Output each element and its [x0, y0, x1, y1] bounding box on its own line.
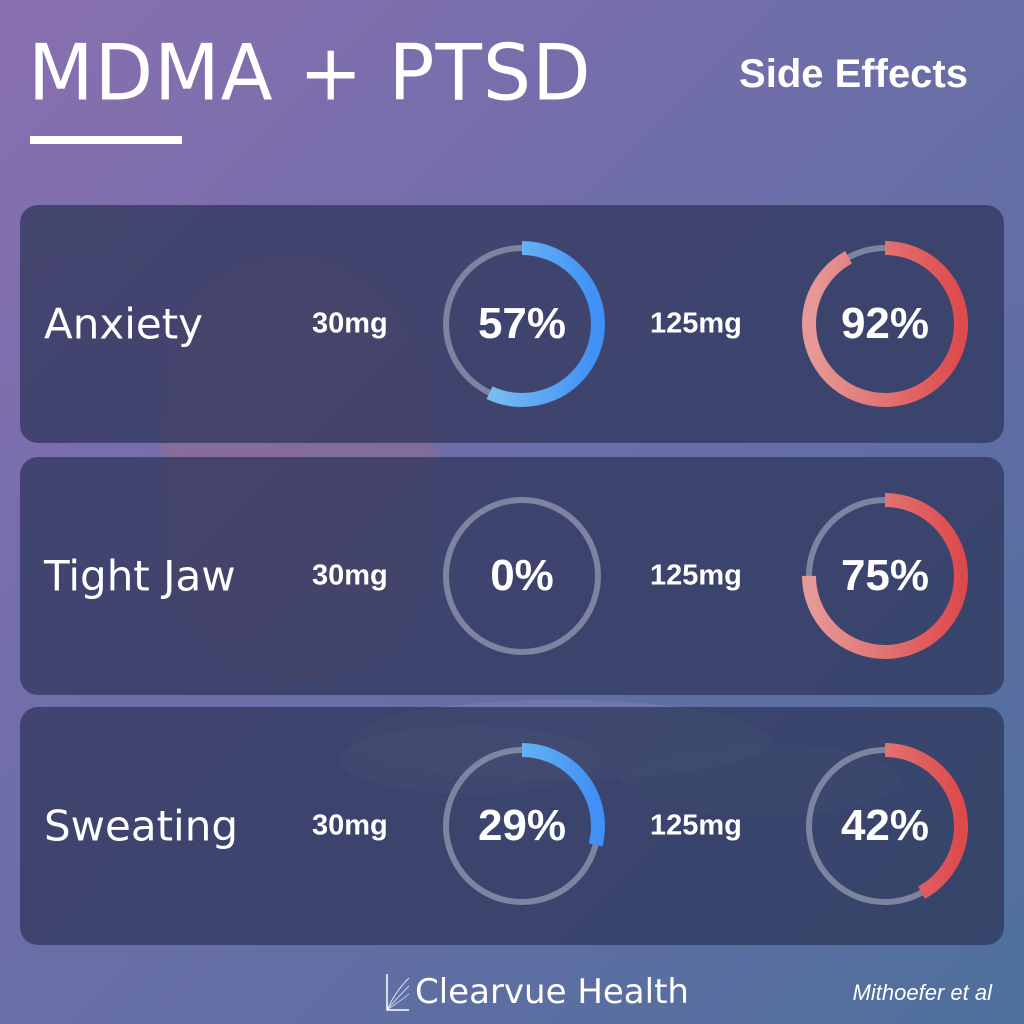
donut-svg: [802, 743, 968, 909]
clearvue-logo-icon: [386, 974, 410, 1011]
donut-svg: [802, 493, 968, 659]
side-effect-label: Anxiety: [44, 299, 204, 349]
donut-low-dose-sweating: 29%: [432, 736, 612, 916]
citation: Mithoefer et al: [852, 980, 992, 1005]
donut-svg: [443, 497, 601, 655]
donut-arc-57: [439, 241, 605, 407]
panel-sweating: Sweating 30mg 29% 125mg 42%: [20, 707, 1004, 945]
donut-svg: [802, 241, 968, 407]
dose-label-high: 125mg: [650, 559, 742, 592]
donut-arc-92: [802, 241, 968, 407]
donut-svg: [439, 743, 605, 909]
donut-high-dose-anxiety: 92%: [795, 234, 975, 414]
page-title: MDMA + PTSD: [28, 27, 592, 118]
panel-anxiety: Anxiety 30mg 57% 125mg 92%: [20, 205, 1004, 443]
donut-value-label: 75%: [840, 551, 930, 600]
donut-svg: [439, 241, 605, 407]
side-effect-label: Tight Jaw: [44, 551, 236, 601]
donut-high-dose-tight-jaw: 75%: [795, 486, 975, 666]
donut-track: [443, 497, 601, 655]
donut-value-label: 0%: [490, 551, 554, 600]
title-underline: [30, 136, 182, 144]
donut-value-label: 92%: [840, 299, 930, 348]
dose-label-low: 30mg: [312, 809, 388, 842]
donut-arc-42: [802, 743, 968, 909]
donut-high-dose-sweating: 42%: [795, 736, 975, 916]
donut-arc-75: [802, 493, 968, 659]
donut-value-label: 42%: [840, 801, 930, 850]
page-subtitle: Side Effects: [739, 52, 968, 96]
donut-low-dose-anxiety: 57%: [432, 234, 612, 414]
side-effect-label: Sweating: [44, 801, 239, 851]
donut-arc-29: [439, 743, 605, 909]
dose-label-low: 30mg: [312, 307, 388, 340]
dose-label-high: 125mg: [650, 809, 742, 842]
dose-label-low: 30mg: [312, 559, 388, 592]
brand-logo: Clearvue Health: [385, 970, 689, 1014]
dose-label-high: 125mg: [650, 307, 742, 340]
donut-value-label: 29%: [477, 801, 567, 850]
panel-tight-jaw: Tight Jaw 30mg 0% 125mg 75%: [20, 457, 1004, 695]
donut-value-label: 57%: [477, 299, 567, 348]
brand-name: Clearvue Health: [415, 972, 689, 1012]
donut-low-dose-tight-jaw: 0%: [432, 486, 612, 666]
